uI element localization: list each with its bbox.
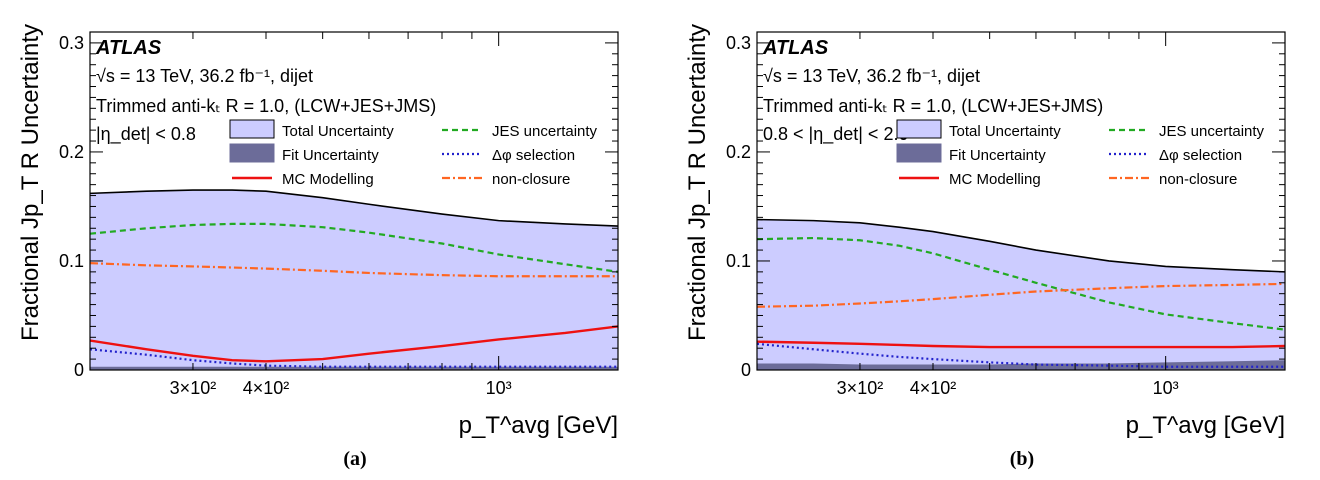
x-tick-label: 4×10² [910, 378, 957, 398]
series-selection-line [90, 348, 618, 368]
annotation-line: √s = 13 TeV, 36.2 fb⁻¹, dijet [763, 66, 980, 86]
series-total-uncertainty-band [90, 190, 618, 370]
series-total-uncertainty-edge [757, 218, 1285, 273]
annotation-line: 0.8 < |η_det| < 2.0 [763, 124, 908, 145]
legend-item-jes-uncertainty: JES uncertainty [442, 123, 598, 140]
panel-b: 0 0.1 0.2 0.3 3×10² 4×10² 10³ p_T^avg [GeV] Frac… [684, 24, 1286, 470]
legend-item-fit-uncertainty: Fit Uncertainty [896, 143, 1046, 164]
y-tick-label: 0.1 [59, 251, 84, 271]
x-tick-label: 4×10² [243, 378, 290, 398]
y-tick-label: 0 [741, 360, 751, 380]
series-jes-uncertainty-line [90, 222, 618, 273]
series-mc-modelling-line [90, 325, 618, 363]
legend-label: Fit Uncertainty [282, 147, 379, 164]
annotation-line: Trimmed anti-kₜ R = 1.0, (LCW+JES+JMS) [763, 96, 1103, 116]
series-selection-line [757, 342, 1285, 368]
legend-item-total-uncertainty: Total Uncertainty [896, 119, 1061, 140]
plot-frame [89, 31, 619, 371]
x-axis-title: p_T^avg [GeV] [459, 412, 618, 439]
legend-item-mc-modelling: MC Modelling [232, 171, 374, 188]
x-tick-label: 10³ [1153, 378, 1179, 398]
experiment-label: ATLAS [95, 37, 162, 59]
series-non-closure-line [757, 282, 1285, 308]
y-tick-label: 0.2 [59, 142, 84, 162]
legend-label: non-closure [1159, 171, 1237, 188]
legend-label: non-closure [492, 171, 570, 188]
legend-label: JES uncertainty [1159, 123, 1265, 140]
series-jes-uncertainty-line [757, 236, 1285, 331]
panel-label: (b) [1010, 448, 1034, 470]
legend-label: MC Modelling [949, 171, 1041, 188]
annotation-line: Trimmed anti-kₜ R = 1.0, (LCW+JES+JMS) [96, 96, 436, 116]
legend-label: Δφ selection [1159, 147, 1242, 164]
y-tick-label: 0 [74, 360, 84, 380]
legend-label: Total Uncertainty [949, 123, 1061, 140]
y-tick-label: 0.3 [59, 33, 84, 53]
legend-item-non-closure: non-closure [442, 171, 570, 188]
legend-item-non-closure: non-closure [1109, 171, 1237, 188]
x-tick-label: 10³ [486, 378, 512, 398]
y-axis-title: Fractional Jp_T R Uncertainty [684, 24, 711, 341]
annotation-line: √s = 13 TeV, 36.2 fb⁻¹, dijet [96, 66, 313, 86]
legend-item-selection: Δφ selection [442, 147, 575, 164]
y-tick-label: 0.1 [726, 251, 751, 271]
series-non-closure-line [90, 262, 618, 278]
legend-swatch [896, 143, 942, 163]
panel-label: (a) [343, 448, 366, 470]
legend-item-fit-uncertainty: Fit Uncertainty [229, 143, 379, 164]
legend-swatch [896, 119, 942, 139]
legend-swatch [229, 119, 275, 139]
x-tick-label: 3×10² [837, 378, 884, 398]
y-tick-label: 0.2 [726, 142, 751, 162]
series-total-uncertainty-band [757, 219, 1285, 370]
legend-item-selection: Δφ selection [1109, 147, 1242, 164]
legend-label: Total Uncertainty [282, 123, 394, 140]
y-axis-title: Fractional Jp_T R Uncertainty [17, 24, 44, 341]
experiment-label: ATLAS [762, 37, 829, 59]
legend-item-total-uncertainty: Total Uncertainty [229, 119, 394, 140]
legend-label: Fit Uncertainty [949, 147, 1046, 164]
annotation-line: |η_det| < 0.8 [96, 124, 196, 145]
y-tick-label: 0.3 [726, 33, 751, 53]
x-tick-label: 3×10² [170, 378, 217, 398]
legend-label: Δφ selection [492, 147, 575, 164]
plot-area-a [90, 189, 618, 370]
series-total-uncertainty-edge [90, 189, 618, 227]
plot-area-b [757, 218, 1285, 370]
panel-a: 0 0.1 0.2 0.3 3×10² 4×10² 10³ p_T^avg [GeV] Frac… [17, 24, 619, 470]
legend-label: JES uncertainty [492, 123, 598, 140]
x-axis-title: p_T^avg [GeV] [1126, 412, 1285, 439]
series-mc-modelling-line [757, 340, 1285, 349]
legend-item-mc-modelling: MC Modelling [899, 171, 1041, 188]
legend-label: MC Modelling [282, 171, 374, 188]
legend-item-jes-uncertainty: JES uncertainty [1109, 123, 1265, 140]
plot-frame [756, 31, 1286, 371]
legend-swatch [229, 143, 275, 163]
